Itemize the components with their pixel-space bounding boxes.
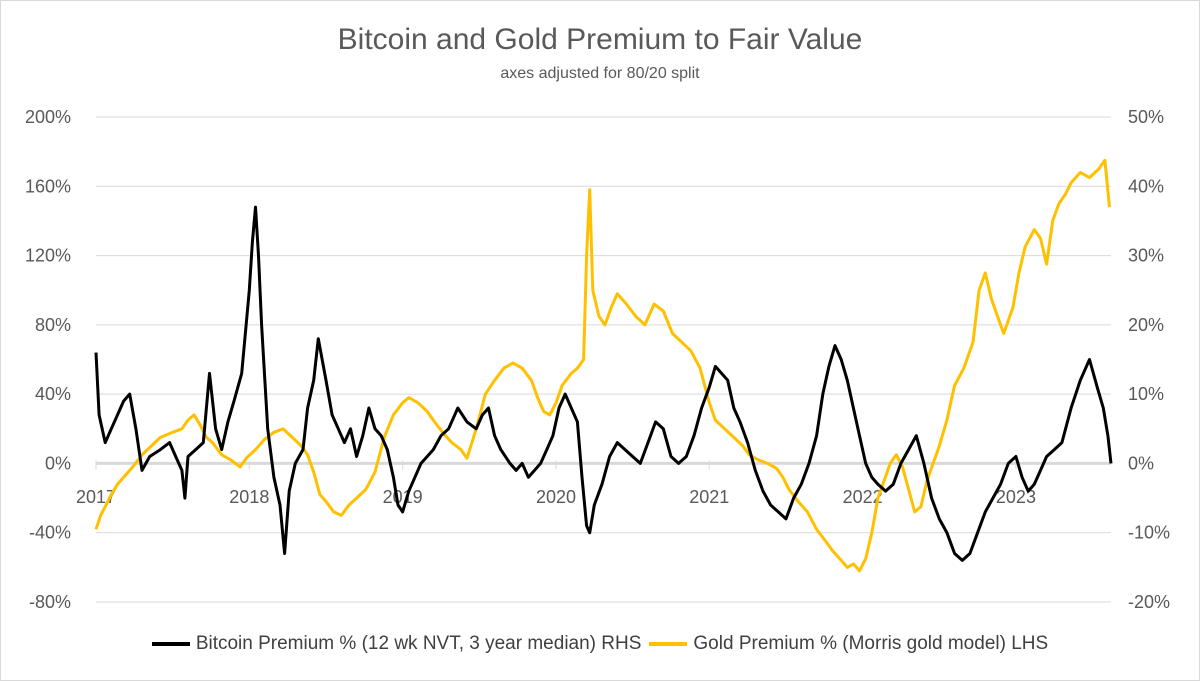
x-axis: 2017 2018 2019 2020 2021 2022 2023 [76,460,1036,507]
y-right-tick-label: 50% [1128,107,1164,127]
y-left-tick-label: 0% [45,453,71,473]
bitcoin-series-line [94,205,1113,562]
legend-swatch-gold [649,642,688,646]
y-right-tick-label: -20% [1128,592,1170,612]
y-right-tick-label: 30% [1128,246,1164,266]
series-lines [94,158,1113,573]
legend-item-gold[interactable]: Gold Premium % (Morris gold model) LHS [649,633,1048,655]
y-axis-right: 50% 40% 30% 20% 10% 0% -10% -20% [1128,107,1170,612]
y-left-tick-label: -80% [29,592,71,612]
y-left-tick-label: 120% [25,246,71,266]
legend-label-bitcoin: Bitcoin Premium % (12 wk NVT, 3 year med… [195,633,642,654]
legend-label-gold: Gold Premium % (Morris gold model) LHS [693,633,1049,654]
y-left-tick-label: 40% [35,384,71,404]
chart-title: Bitcoin and Gold Premium to Fair Value [337,23,863,56]
x-tick-label: 2022 [843,487,883,507]
y-left-tick-label: 80% [35,315,71,335]
legend-swatch-bitcoin [151,642,190,646]
y-axis-left: 200% 160% 120% 80% 40% 0% -40% -80% [25,107,71,612]
x-tick-label: 2020 [536,487,576,507]
chart-legend: Bitcoin Premium % (12 wk NVT, 3 year med… [1,633,1199,655]
chart-subtitle: axes adjusted for 80/20 split [500,65,700,82]
y-left-tick-label: 200% [25,107,71,127]
x-tick-label: 2023 [996,487,1036,507]
x-tick-label: 2019 [383,487,423,507]
x-tick-label: 2018 [229,487,269,507]
y-right-tick-label: 40% [1128,176,1164,196]
x-tick-label: 2021 [689,487,729,507]
y-right-tick-label: 0% [1128,453,1154,473]
legend-item-bitcoin[interactable]: Bitcoin Premium % (12 wk NVT, 3 year med… [151,633,642,655]
y-right-tick-label: 20% [1128,315,1164,335]
y-right-tick-label: 10% [1128,384,1164,404]
gridlines [96,116,1111,603]
y-left-tick-label: -40% [29,523,71,543]
chart-plot: 200% 160% 120% 80% 40% 0% -40% -80% 50% 40% 30% 20… [25,107,1170,612]
y-left-tick-label: 160% [25,176,71,196]
y-right-tick-label: -10% [1128,523,1170,543]
gold-series-line [94,158,1111,573]
